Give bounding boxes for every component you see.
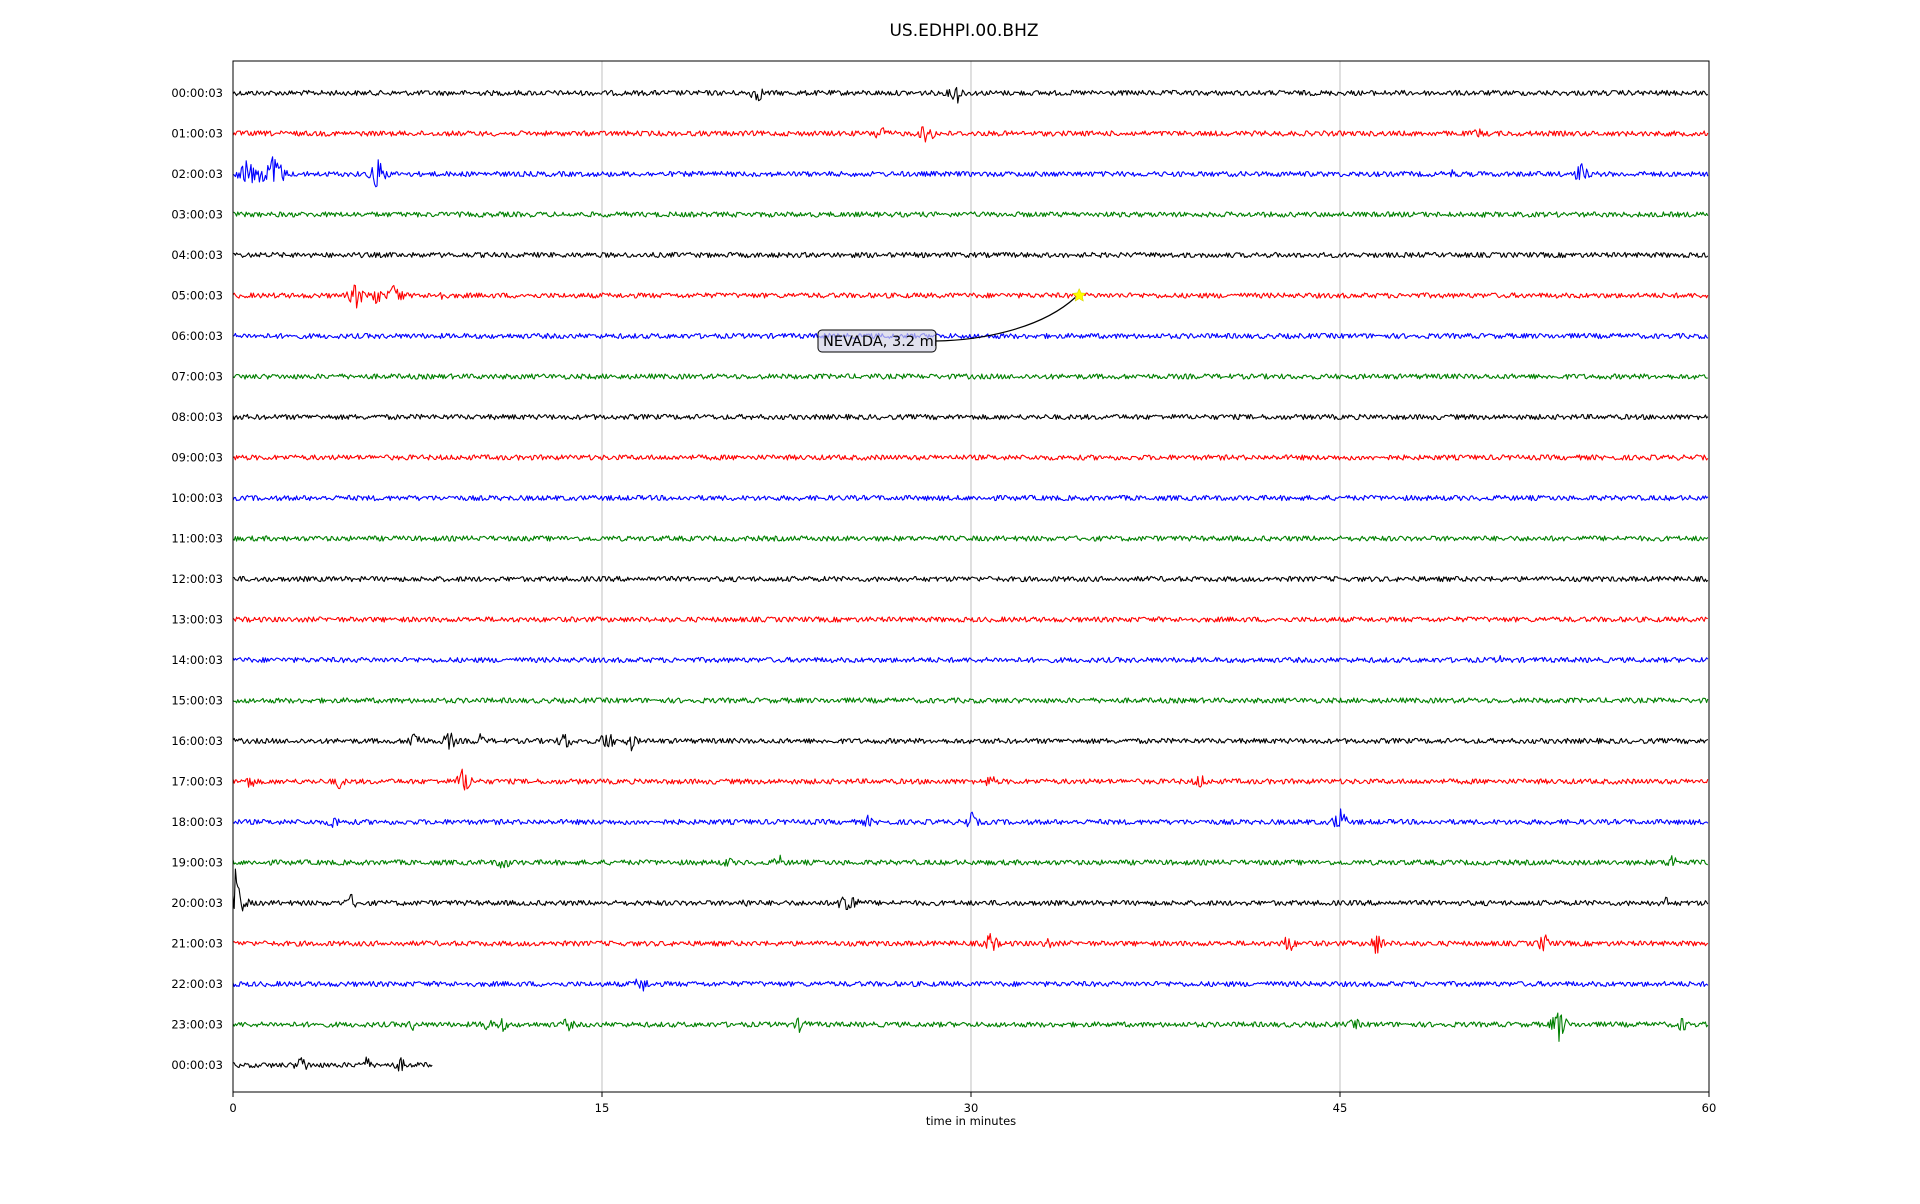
annotation-box	[817, 329, 937, 353]
row-time-label: 04:00:03	[171, 248, 223, 262]
trace-line-14	[232, 655, 1709, 664]
trace-line-20	[232, 868, 1709, 912]
x-tick-label: 60	[1702, 1101, 1717, 1115]
row-time-label: 12:00:03	[171, 572, 223, 586]
trace-line-18	[232, 808, 1709, 828]
trace-line-5	[232, 284, 1709, 309]
row-time-label: 23:00:03	[171, 1018, 223, 1032]
trace-line-2	[232, 156, 1709, 188]
row-time-label: 14:00:03	[171, 653, 223, 667]
row-time-label: 22:00:03	[171, 977, 223, 991]
trace-line-11	[232, 535, 1709, 542]
trace-line-9	[232, 454, 1709, 461]
row-time-label: 13:00:03	[171, 613, 223, 627]
trace-line-4	[232, 251, 1709, 259]
row-time-labels: 00:00:03 01:00:03 02:00:03 03:00:03 04:00:03…	[171, 86, 223, 1072]
x-tick-label: 45	[1333, 1101, 1348, 1115]
x-tick-label: 0	[229, 1101, 236, 1115]
row-time-label: 18:00:03	[171, 815, 223, 829]
row-time-label: 05:00:03	[171, 289, 223, 303]
annotation-label: NEVADA, 3.2 ml	[823, 334, 938, 350]
trace-line-17	[232, 768, 1709, 791]
row-time-label: 20:00:03	[171, 896, 223, 910]
annotation-connector	[935, 297, 1076, 342]
row-time-label: 11:00:03	[171, 532, 223, 546]
row-time-label: 03:00:03	[171, 208, 223, 222]
row-time-label: 08:00:03	[171, 410, 223, 424]
row-time-label: 00:00:03	[171, 86, 223, 100]
row-time-label: 17:00:03	[171, 775, 223, 789]
trace-line-24	[232, 1056, 433, 1072]
trace-line-3	[232, 211, 1709, 218]
trace-line-15	[232, 697, 1709, 704]
x-axis-ticks: 0 15 30 45 60	[229, 1092, 1716, 1115]
row-time-label: 09:00:03	[171, 451, 223, 465]
row-time-label: 01:00:03	[171, 127, 223, 141]
x-tick-label: 15	[595, 1101, 610, 1115]
row-time-label: 21:00:03	[171, 937, 223, 951]
seismic-traces	[232, 86, 1709, 1072]
trace-line-0	[232, 86, 1709, 104]
row-time-label: 15:00:03	[171, 694, 223, 708]
event-annotations: NEVADA, 3.2 ml	[817, 287, 1087, 353]
trace-line-21	[232, 933, 1709, 954]
trace-line-6	[232, 332, 1709, 340]
event-star-icon	[1071, 287, 1087, 302]
row-time-label: 16:00:03	[171, 734, 223, 748]
trace-line-23	[232, 1012, 1709, 1042]
trace-line-10	[232, 494, 1709, 502]
row-time-label: 02:00:03	[171, 167, 223, 181]
row-time-label: 06:00:03	[171, 329, 223, 343]
trace-line-19	[232, 854, 1708, 869]
grid-lines	[601, 61, 1341, 1092]
x-axis-label: time in minutes	[926, 1114, 1016, 1128]
trace-line-1	[232, 126, 1709, 143]
row-time-label: 00:00:03	[171, 1058, 223, 1072]
row-time-label: 19:00:03	[171, 856, 223, 870]
trace-line-22	[232, 978, 1709, 992]
x-tick-label: 30	[964, 1101, 979, 1115]
chart-title: US.EDHPI.00.BHZ	[889, 21, 1038, 41]
row-time-label: 10:00:03	[171, 491, 223, 505]
trace-line-8	[232, 413, 1709, 421]
trace-line-16	[232, 732, 1709, 752]
trace-line-7	[232, 373, 1708, 380]
trace-line-13	[232, 616, 1708, 623]
row-time-label: 07:00:03	[171, 370, 223, 384]
trace-line-12	[232, 575, 1709, 583]
